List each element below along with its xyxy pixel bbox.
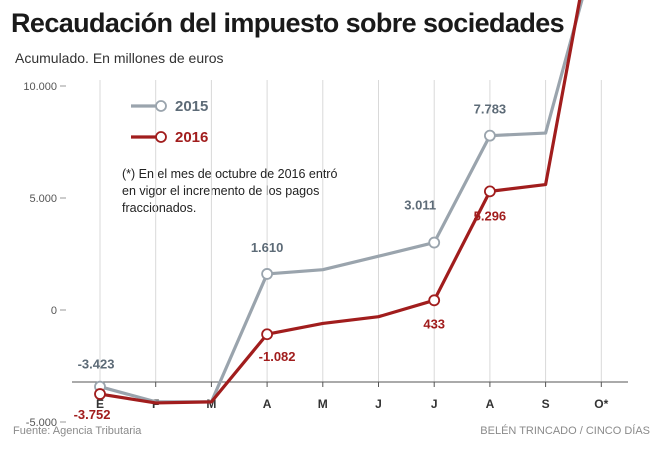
data-point-2016	[428, 294, 441, 307]
source-credit: Fuente: Agencia Tributaria	[13, 425, 142, 437]
series-line-2016	[98, 0, 582, 405]
legend-label-2016: 2016	[175, 129, 208, 146]
data-label-2016: 5.296	[474, 208, 507, 223]
data-point-2016	[483, 185, 496, 198]
data-point-2015	[428, 236, 441, 249]
x-tick-label: E	[96, 397, 104, 411]
chart-title: Recaudación del impuesto sobre sociedade…	[11, 8, 565, 38]
data-label-2016: -3.752	[74, 407, 111, 422]
data-point-2016	[94, 388, 106, 400]
x-tick-label: O*	[594, 397, 608, 411]
x-tick-label: J	[431, 397, 438, 411]
data-label-2016: 433	[423, 316, 445, 331]
y-tick-label: 5.000	[29, 193, 57, 205]
data-label-2015: 7.783	[474, 102, 507, 117]
data-label-2016: -1.082	[259, 349, 296, 364]
x-tick-label: J	[375, 397, 382, 411]
data-label-2015: -3.423	[78, 357, 115, 372]
chart-subtitle: Acumulado. En millones de euros	[15, 50, 224, 66]
x-tick-label: S	[542, 397, 550, 411]
x-tick-label: A	[486, 397, 495, 411]
legend-marker-2016	[155, 131, 167, 143]
x-tick-label: M	[318, 397, 328, 411]
legend-marker-2015	[155, 100, 167, 112]
x-tick-label: M	[206, 397, 216, 411]
y-tick-label: 10.000	[23, 81, 57, 93]
y-tick-label: -5.000	[26, 417, 57, 429]
x-tick-label: A	[263, 397, 272, 411]
data-label-2015: 1.610	[251, 240, 284, 255]
legend-label-2015: 2015	[175, 98, 208, 115]
chart-note: (*) En el mes de octubre de 2016 entró e…	[122, 167, 338, 215]
data-point-2015	[261, 268, 274, 280]
data-point-2015	[483, 129, 496, 142]
author-credit: BELÉN TRINCADO / CINCO DÍAS	[480, 425, 650, 437]
data-label-2015: 3.011	[404, 198, 436, 213]
series-line-2015	[98, 0, 584, 404]
y-tick-label: 0	[51, 305, 57, 317]
data-point-2016	[261, 328, 274, 341]
